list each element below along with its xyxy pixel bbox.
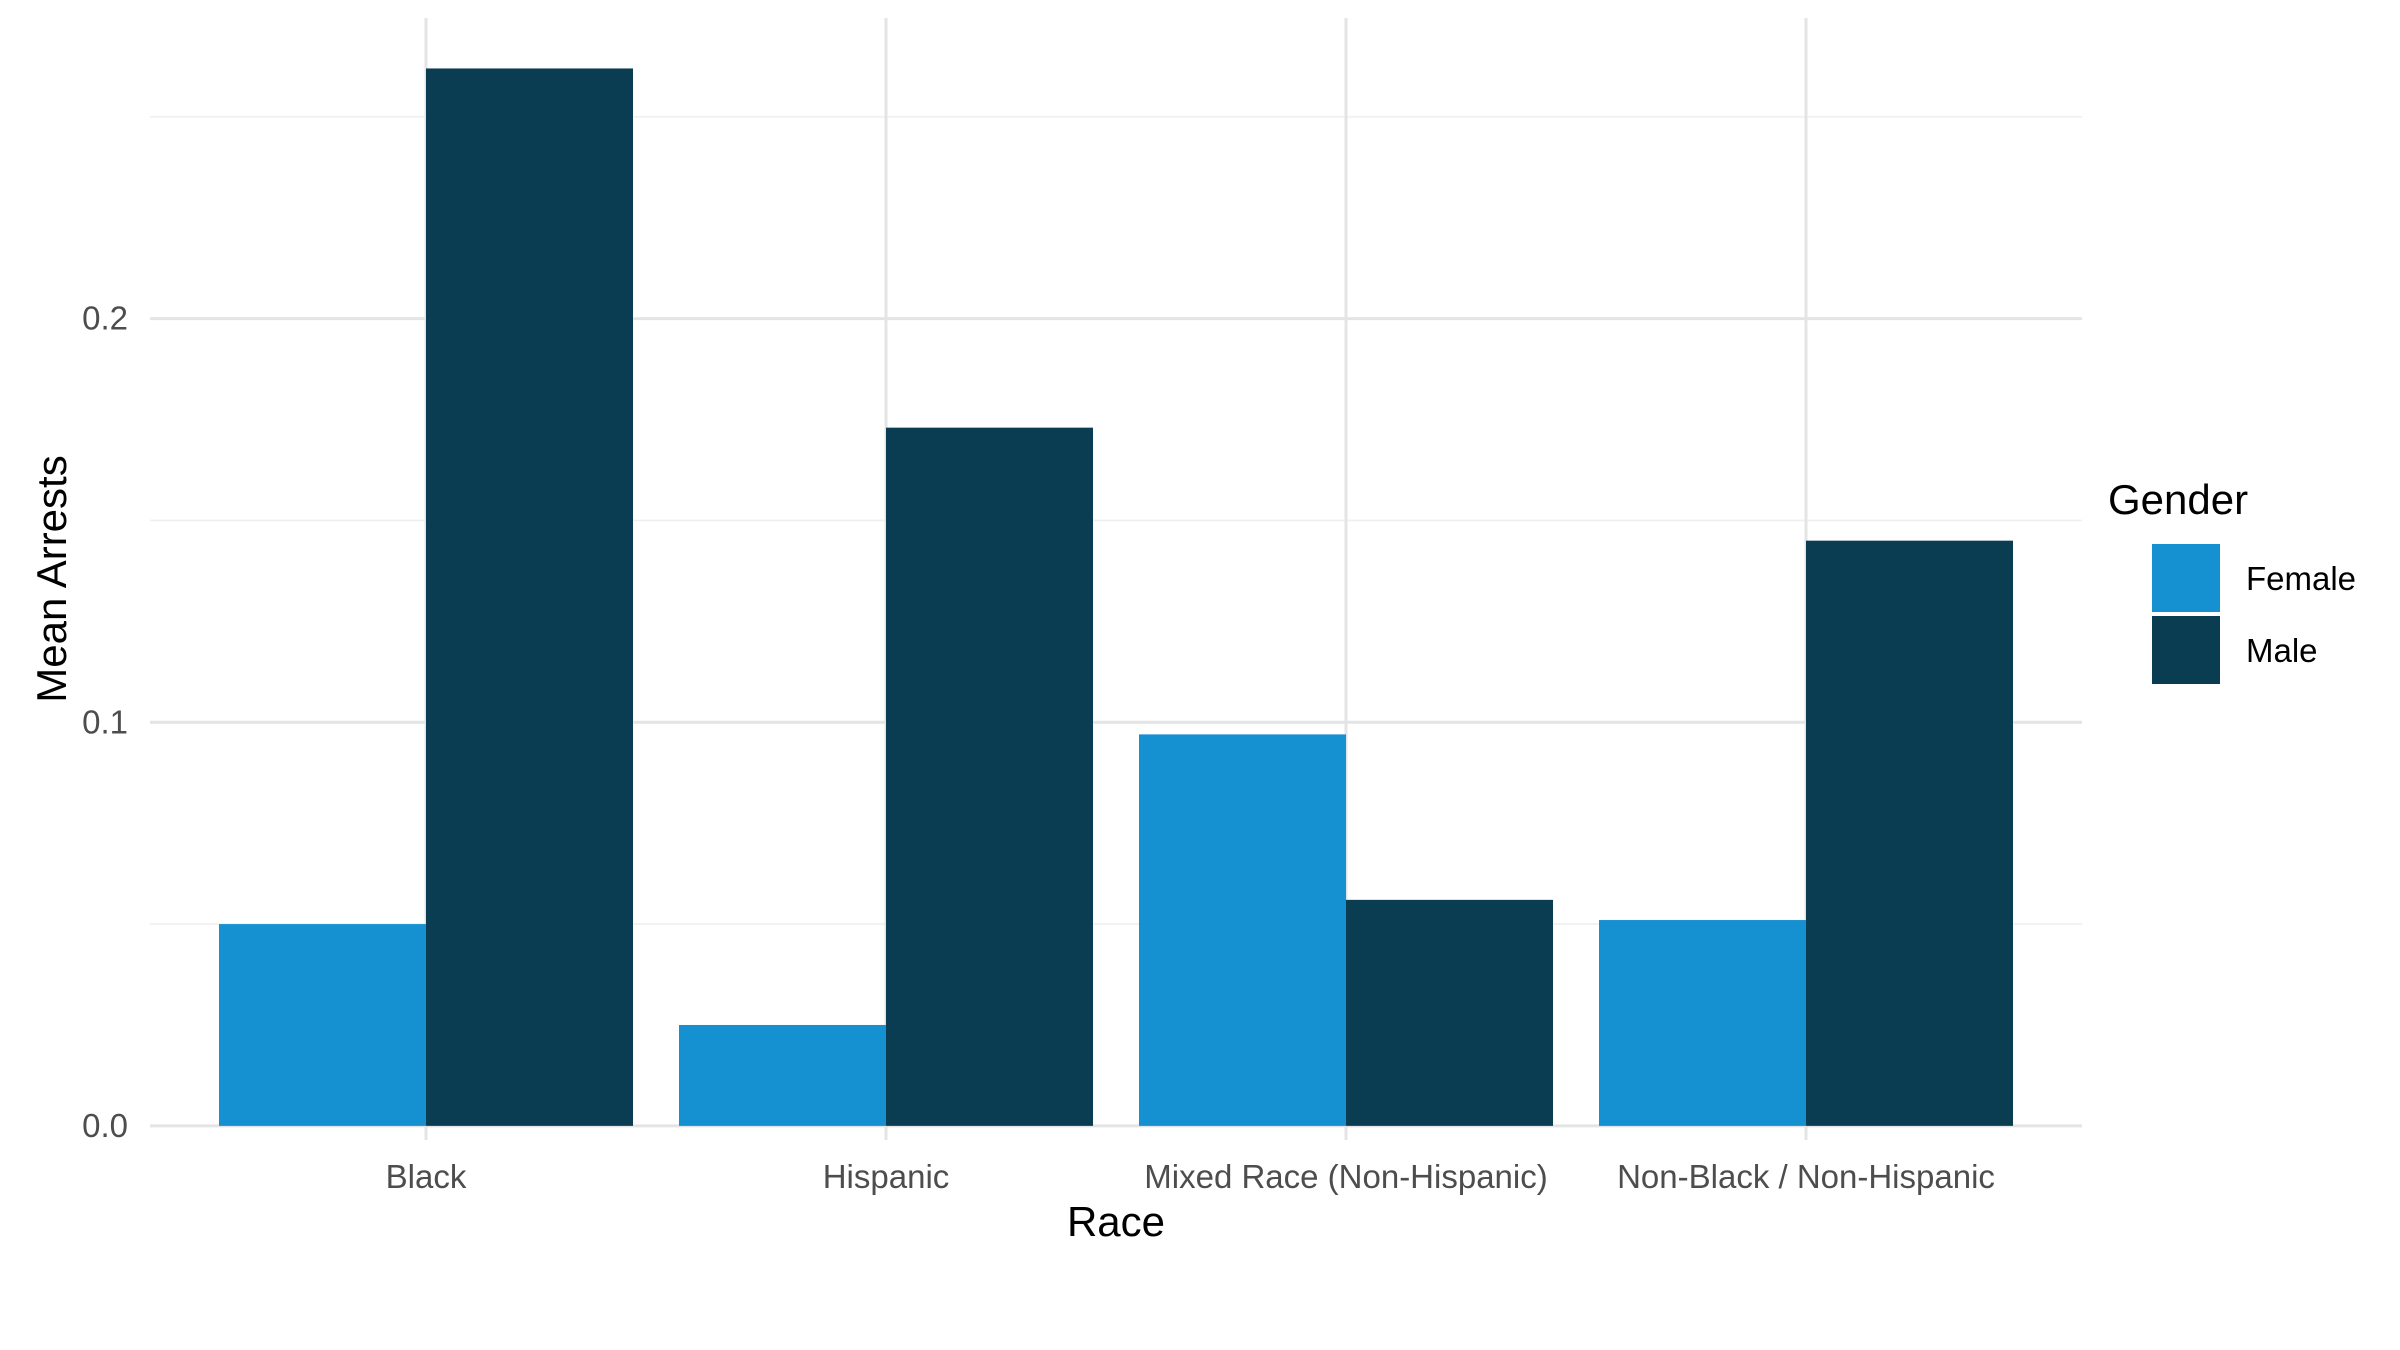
- y-tick-labels: 0.0 0.1 0.2: [82, 300, 128, 1144]
- bar-black-male: [426, 68, 633, 1126]
- bars-group: [219, 68, 2013, 1126]
- legend: Gender Female Male: [2108, 476, 2356, 684]
- legend-label-male: Male: [2246, 632, 2318, 669]
- x-tick-label: Hispanic: [823, 1158, 950, 1195]
- x-tick-labels: Black Hispanic Mixed Race (Non-Hispanic) No…: [386, 1158, 1995, 1195]
- legend-title: Gender: [2108, 476, 2248, 523]
- y-axis-title: Mean Arrests: [28, 455, 75, 702]
- x-tick-label: Mixed Race (Non-Hispanic): [1144, 1158, 1547, 1195]
- bar-hispanic-female: [679, 1024, 886, 1126]
- y-tick-label: 0.0: [82, 1107, 128, 1144]
- bar-mixed-race-non-hispanic-female: [1139, 734, 1346, 1126]
- x-tick-label: Black: [386, 1158, 467, 1195]
- y-tick-label: 0.2: [82, 300, 128, 337]
- legend-key-female: [2152, 544, 2220, 612]
- legend-key-male: [2152, 616, 2220, 684]
- y-tick-label: 0.1: [82, 703, 128, 740]
- bar-hispanic-male: [886, 427, 1093, 1126]
- x-tick-label: Non-Black / Non-Hispanic: [1617, 1158, 1995, 1195]
- legend-items: Female Male: [2152, 544, 2356, 684]
- x-axis-title: Race: [1067, 1198, 1165, 1245]
- bar-black-female: [219, 924, 426, 1126]
- bar-non-black-non-hispanic-female: [1599, 920, 1806, 1126]
- bar-non-black-non-hispanic-male: [1806, 540, 2013, 1126]
- bar-mixed-race-non-hispanic-male: [1346, 899, 1553, 1126]
- legend-label-female: Female: [2246, 560, 2356, 597]
